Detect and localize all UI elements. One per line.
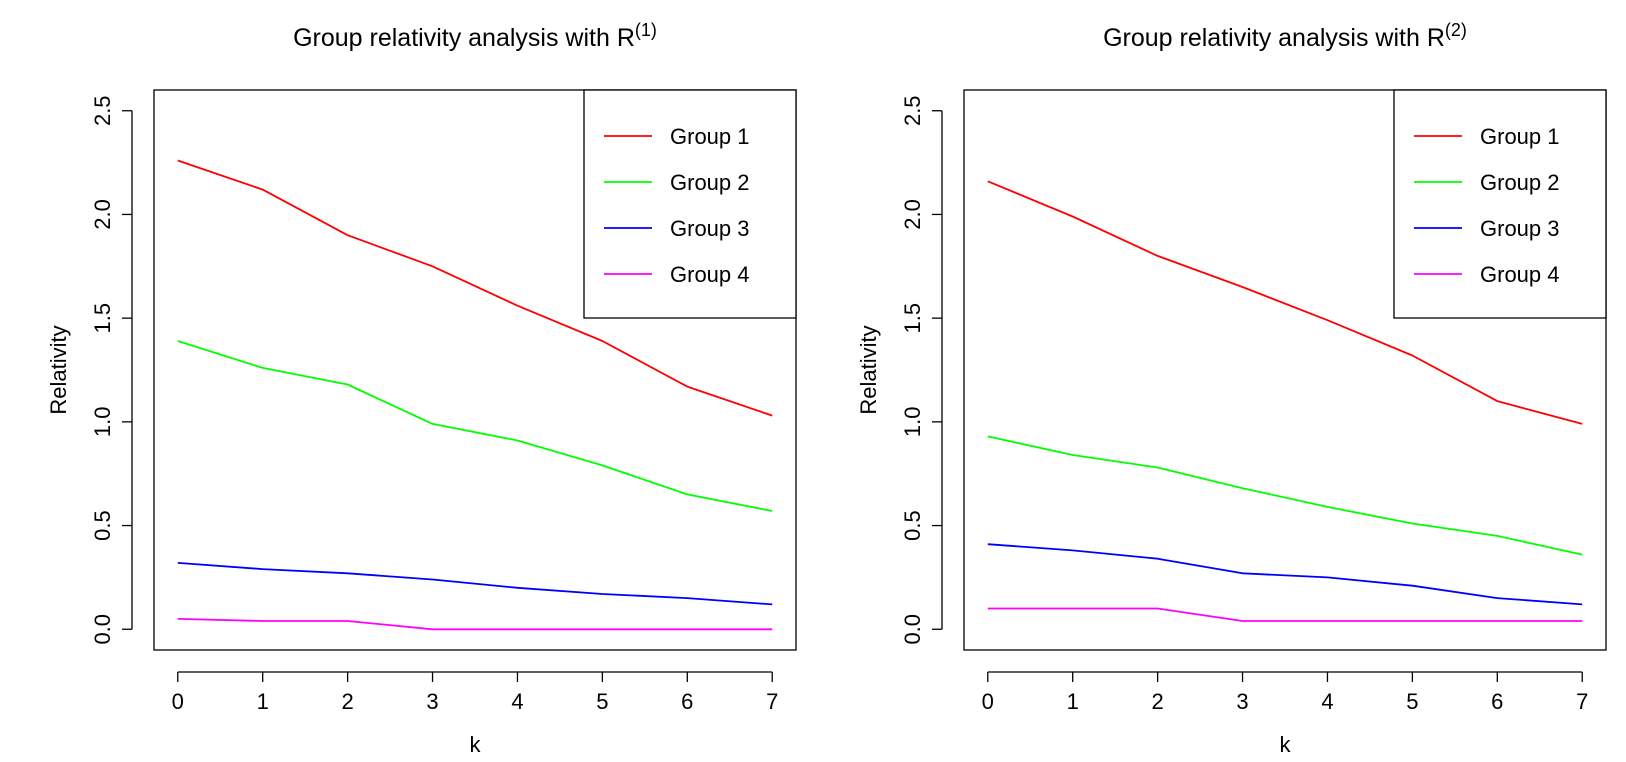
series-line-group-4 <box>987 607 1583 622</box>
y-tick-label: 2.0 <box>90 199 115 230</box>
legend-label: Group 4 <box>670 262 750 287</box>
legend-frame <box>583 89 797 319</box>
y-tick-label: 1.0 <box>90 407 115 438</box>
legend-label: Group 2 <box>1480 170 1560 195</box>
chart-title-main: Group relativity analysis with R <box>293 24 635 52</box>
chart-title: Group relativity analysis with R(1) <box>293 20 657 52</box>
legend-frame <box>1393 89 1607 319</box>
x-tick-label: 3 <box>426 689 438 714</box>
x-tick-label: 3 <box>1236 689 1248 714</box>
y-axis-label: Relativity <box>856 325 881 414</box>
x-axis-label: k <box>1280 732 1292 757</box>
legend-label: Group 3 <box>1480 216 1560 241</box>
x-tick-label: 1 <box>1067 689 1079 714</box>
x-tick-label: 7 <box>766 689 778 714</box>
y-tick-label: 2.0 <box>900 199 925 230</box>
series-line-group-2 <box>177 340 773 512</box>
series-line-group-3 <box>987 543 1583 606</box>
x-tick-label: 1 <box>257 689 269 714</box>
chart-title-superscript: (1) <box>635 20 657 40</box>
x-tick-label: 7 <box>1576 689 1588 714</box>
x-tick-label: 4 <box>1321 689 1333 714</box>
y-tick-label: 2.5 <box>900 95 925 126</box>
x-tick-label: 5 <box>1406 689 1418 714</box>
y-tick-label: 0.0 <box>900 614 925 645</box>
x-tick-label: 2 <box>341 689 353 714</box>
y-tick-label: 2.5 <box>90 95 115 126</box>
plot-frame <box>963 89 1607 651</box>
legend-label: Group 2 <box>670 170 750 195</box>
x-tick-label: 5 <box>596 689 608 714</box>
series-line-group-1 <box>177 159 773 417</box>
y-tick-label: 1.5 <box>90 303 115 334</box>
y-tick-label: 0.5 <box>900 510 925 541</box>
y-tick-label: 1.0 <box>900 407 925 438</box>
y-axis-label: Relativity <box>46 325 71 414</box>
chart-title-superscript: (2) <box>1445 20 1467 40</box>
x-tick-label: 6 <box>1491 689 1503 714</box>
y-tick-label: 1.5 <box>900 303 925 334</box>
x-tick-label: 6 <box>681 689 693 714</box>
x-tick-label: 0 <box>172 689 184 714</box>
series-line-group-3 <box>177 562 773 606</box>
legend: Group 1 Group 2 Group 3 Group 4 <box>1393 89 1607 319</box>
legend: Group 1 Group 2 Group 3 Group 4 <box>583 89 797 319</box>
y-tick-label: 0.5 <box>90 510 115 541</box>
x-tick-label: 2 <box>1151 689 1163 714</box>
series-line-group-4 <box>177 618 773 631</box>
chart-panel-1: Group relativity analysis with R(1) 0 1 2 3 4… <box>46 20 797 757</box>
plot-frame <box>153 89 797 651</box>
legend-label: Group 1 <box>670 124 750 149</box>
series-line-group-2 <box>987 435 1583 556</box>
series-line-group-1 <box>987 180 1583 425</box>
chart-title-main: Group relativity analysis with R <box>1103 24 1445 52</box>
x-axis-label: k <box>470 732 482 757</box>
legend-label: Group 1 <box>1480 124 1560 149</box>
y-tick-label: 0.0 <box>90 614 115 645</box>
legend-label: Group 3 <box>670 216 750 241</box>
chart-panel-2: Group relativity analysis with R(2) 0 1 2 3 4… <box>856 20 1607 757</box>
legend-label: Group 4 <box>1480 262 1560 287</box>
x-tick-label: 4 <box>511 689 523 714</box>
chart-title: Group relativity analysis with R(2) <box>1103 20 1467 52</box>
x-tick-label: 0 <box>982 689 994 714</box>
